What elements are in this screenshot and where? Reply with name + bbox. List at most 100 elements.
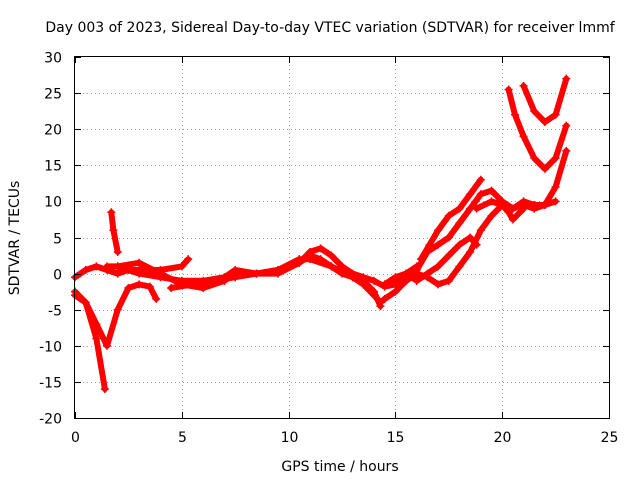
- grid: [75, 57, 609, 418]
- data-point-marker: [391, 280, 400, 289]
- y-tick-label: 20: [44, 123, 62, 139]
- data-point-marker: [81, 265, 90, 274]
- data-point-marker: [113, 262, 122, 271]
- data-point-marker: [81, 298, 90, 307]
- y-tick-label: -20: [39, 412, 62, 428]
- data-point-marker: [562, 146, 571, 155]
- data-point-marker: [316, 244, 325, 253]
- data-point-marker: [562, 121, 571, 130]
- data-point-marker: [92, 334, 101, 343]
- x-tick-label: 25: [601, 430, 619, 446]
- data-point-marker: [327, 262, 336, 271]
- data-point-marker: [551, 197, 560, 206]
- data-point-marker: [231, 273, 240, 282]
- data-point-marker: [519, 132, 528, 141]
- data-point-marker: [540, 164, 549, 173]
- data-point-marker: [551, 110, 560, 119]
- chart-title: Day 003 of 2023, Sidereal Day-to-day VTE…: [45, 20, 615, 36]
- y-tick-label: -15: [39, 376, 62, 392]
- x-tick-label: 5: [178, 430, 187, 446]
- y-tick-label: -10: [39, 340, 62, 356]
- data-point-marker: [209, 276, 218, 285]
- data-point-marker: [145, 282, 154, 291]
- series-track: [520, 75, 570, 125]
- data-point-marker: [476, 190, 485, 199]
- data-point-marker: [417, 255, 426, 264]
- data-point-marker: [519, 201, 528, 210]
- data-point-marker: [152, 294, 161, 303]
- data-point-marker: [402, 269, 411, 278]
- y-tick-label: 25: [44, 87, 62, 103]
- data-point-marker: [444, 211, 453, 220]
- series-track: [473, 198, 527, 223]
- data-point-marker: [188, 280, 197, 289]
- x-tick-label: 0: [71, 430, 80, 446]
- data-point-marker: [540, 201, 549, 210]
- series-track: [168, 205, 474, 306]
- data-point-marker: [412, 269, 421, 278]
- data-point-marker: [466, 247, 475, 256]
- data-series: [71, 74, 571, 394]
- data-point-marker: [504, 85, 513, 94]
- data-point-marker: [466, 233, 475, 242]
- data-point-marker: [487, 186, 496, 195]
- series-track: [403, 202, 506, 288]
- data-point-marker: [391, 287, 400, 296]
- series-track-6: [113, 251, 385, 311]
- data-point-marker: [252, 269, 261, 278]
- series-track-14: [519, 74, 571, 126]
- data-point-marker: [530, 204, 539, 213]
- data-point-marker: [455, 219, 464, 228]
- data-point-marker: [455, 204, 464, 213]
- series-track: [108, 209, 121, 255]
- series-track: [381, 234, 480, 288]
- series-track-3: [71, 280, 161, 350]
- data-point-marker: [231, 265, 240, 274]
- x-tick-label: 15: [387, 430, 405, 446]
- data-point-marker: [504, 208, 513, 217]
- data-point-marker: [455, 240, 464, 249]
- data-point-marker: [476, 175, 485, 184]
- data-point-marker: [370, 291, 379, 300]
- data-point-marker: [380, 294, 389, 303]
- data-point-marker: [434, 262, 443, 271]
- data-point-marker: [434, 226, 443, 235]
- data-point-marker: [508, 215, 517, 224]
- data-point-marker: [444, 276, 453, 285]
- series-track-8: [380, 233, 481, 289]
- data-point-marker: [472, 204, 481, 213]
- y-axis-label: SDTVAR / TECUs: [7, 181, 23, 296]
- data-point-marker: [487, 211, 496, 220]
- data-point-marker: [167, 284, 176, 293]
- data-point-marker: [100, 385, 109, 394]
- data-point-marker: [135, 269, 144, 278]
- data-point-marker: [434, 280, 443, 289]
- y-tick-label: 10: [44, 195, 62, 211]
- x-axis-label: GPS time / hours: [281, 459, 398, 475]
- data-point-marker: [551, 182, 560, 191]
- data-point-marker: [305, 255, 314, 264]
- y-tick-label: -5: [48, 304, 62, 320]
- data-point-marker: [455, 262, 464, 271]
- data-point-marker: [273, 265, 282, 274]
- data-point-marker: [519, 81, 528, 90]
- data-point-marker: [359, 280, 368, 289]
- plot-frame: [74, 56, 610, 419]
- data-point-marker: [327, 251, 336, 260]
- x-tick-label: 10: [281, 430, 299, 446]
- y-tick-label: 30: [44, 51, 62, 67]
- data-point-marker: [380, 280, 389, 289]
- data-point-marker: [376, 298, 385, 307]
- data-point-marker: [425, 240, 434, 249]
- data-point-marker: [103, 262, 112, 271]
- data-point-marker: [434, 240, 443, 249]
- data-point-marker: [540, 117, 549, 126]
- axis-ticks: 0 5 10 15 20 25 -20 -15 -10 -5 0 5 10 15 20 25 30: [39, 51, 618, 447]
- data-point-marker: [109, 226, 118, 235]
- x-tick-label: 20: [494, 430, 512, 446]
- data-point-marker: [124, 284, 133, 293]
- data-point-marker: [498, 201, 507, 210]
- data-point-marker: [530, 107, 539, 116]
- data-point-marker: [295, 255, 304, 264]
